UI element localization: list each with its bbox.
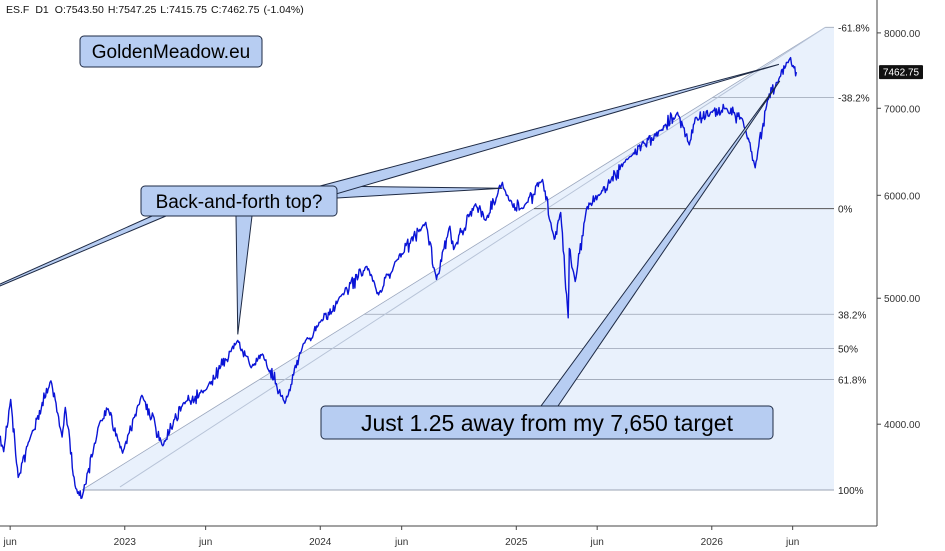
watermark-background [79,35,263,68]
top-callout: Back-and-forth top? [0,63,780,335]
header-close: C:7462.75 [211,4,260,16]
trendline [119,26,826,488]
header-low: L:7415.75 [160,4,207,16]
top-callout-text: Back-and-forth top? [156,192,323,213]
fib-level-label: 0% [838,205,853,216]
x-tick-label: 2023 [114,537,137,548]
y-tick-label: 5000.00 [884,294,921,305]
last-price-badge [879,65,923,80]
header-symbol: ES.F [6,4,29,16]
header-open: O:7543.50 [55,4,104,16]
watermark-box: GoldenMeadow.eu [79,35,263,68]
fib-level-label: -61.8% [838,23,870,34]
fib-level-label: -38.2% [838,93,870,104]
header-timeframe: D1 [35,4,49,16]
watermark-text: GoldenMeadow.eu [92,42,250,63]
header-high: H:7547.25 [108,4,157,16]
fib-retracement-area [81,27,834,490]
fib-level-label: 61.8% [838,375,866,386]
last-price-marker: 7462.75 [879,65,923,80]
top-callout-box [140,185,338,217]
fib-level-label: 50% [838,344,858,355]
x-tick-label: jun [785,537,799,548]
y-tick-label: 8000.00 [884,29,921,40]
x-tick-label: 2026 [701,537,724,548]
x-tick-label: jun [394,537,408,548]
target-callout-box [320,405,774,440]
y-axis: 4000.00 5000.00 6000.00 7000.00 8000.00 [877,29,921,431]
fib-level-label: 100% [838,486,864,497]
y-tick-label: 4000.00 [884,420,921,431]
price-line [0,56,798,500]
fib-levels: -61.8% -38.2% 0% 38.2% 50% 61.8% 100% [81,23,870,497]
y-tick-label: 6000.00 [884,191,921,202]
x-tick-label: jun [198,537,212,548]
x-axis: 2022jun2023jun2024jun2025jun2026jun [2,526,799,548]
target-callout-text: Just 1.25 away from my 7,650 target [361,410,734,436]
last-price-label: 7462.75 [883,68,920,79]
target-callout: Just 1.25 away from my 7,650 target [320,80,781,440]
x-tick-label: jun [589,537,603,548]
chart-header: ES.F D1 O:7543.50 H:7547.25 L:7415.75 C:7462.… [6,4,304,16]
header-change: (-1.04%) [263,4,303,16]
fib-level-label: 38.2% [838,310,866,321]
y-tick-label: 7000.00 [884,104,921,115]
x-tick-label: 2025 [505,537,528,548]
x-tick-label: 2024 [309,537,332,548]
x-tick-label: jun [2,537,16,548]
fib-retracement-rails [81,26,826,491]
